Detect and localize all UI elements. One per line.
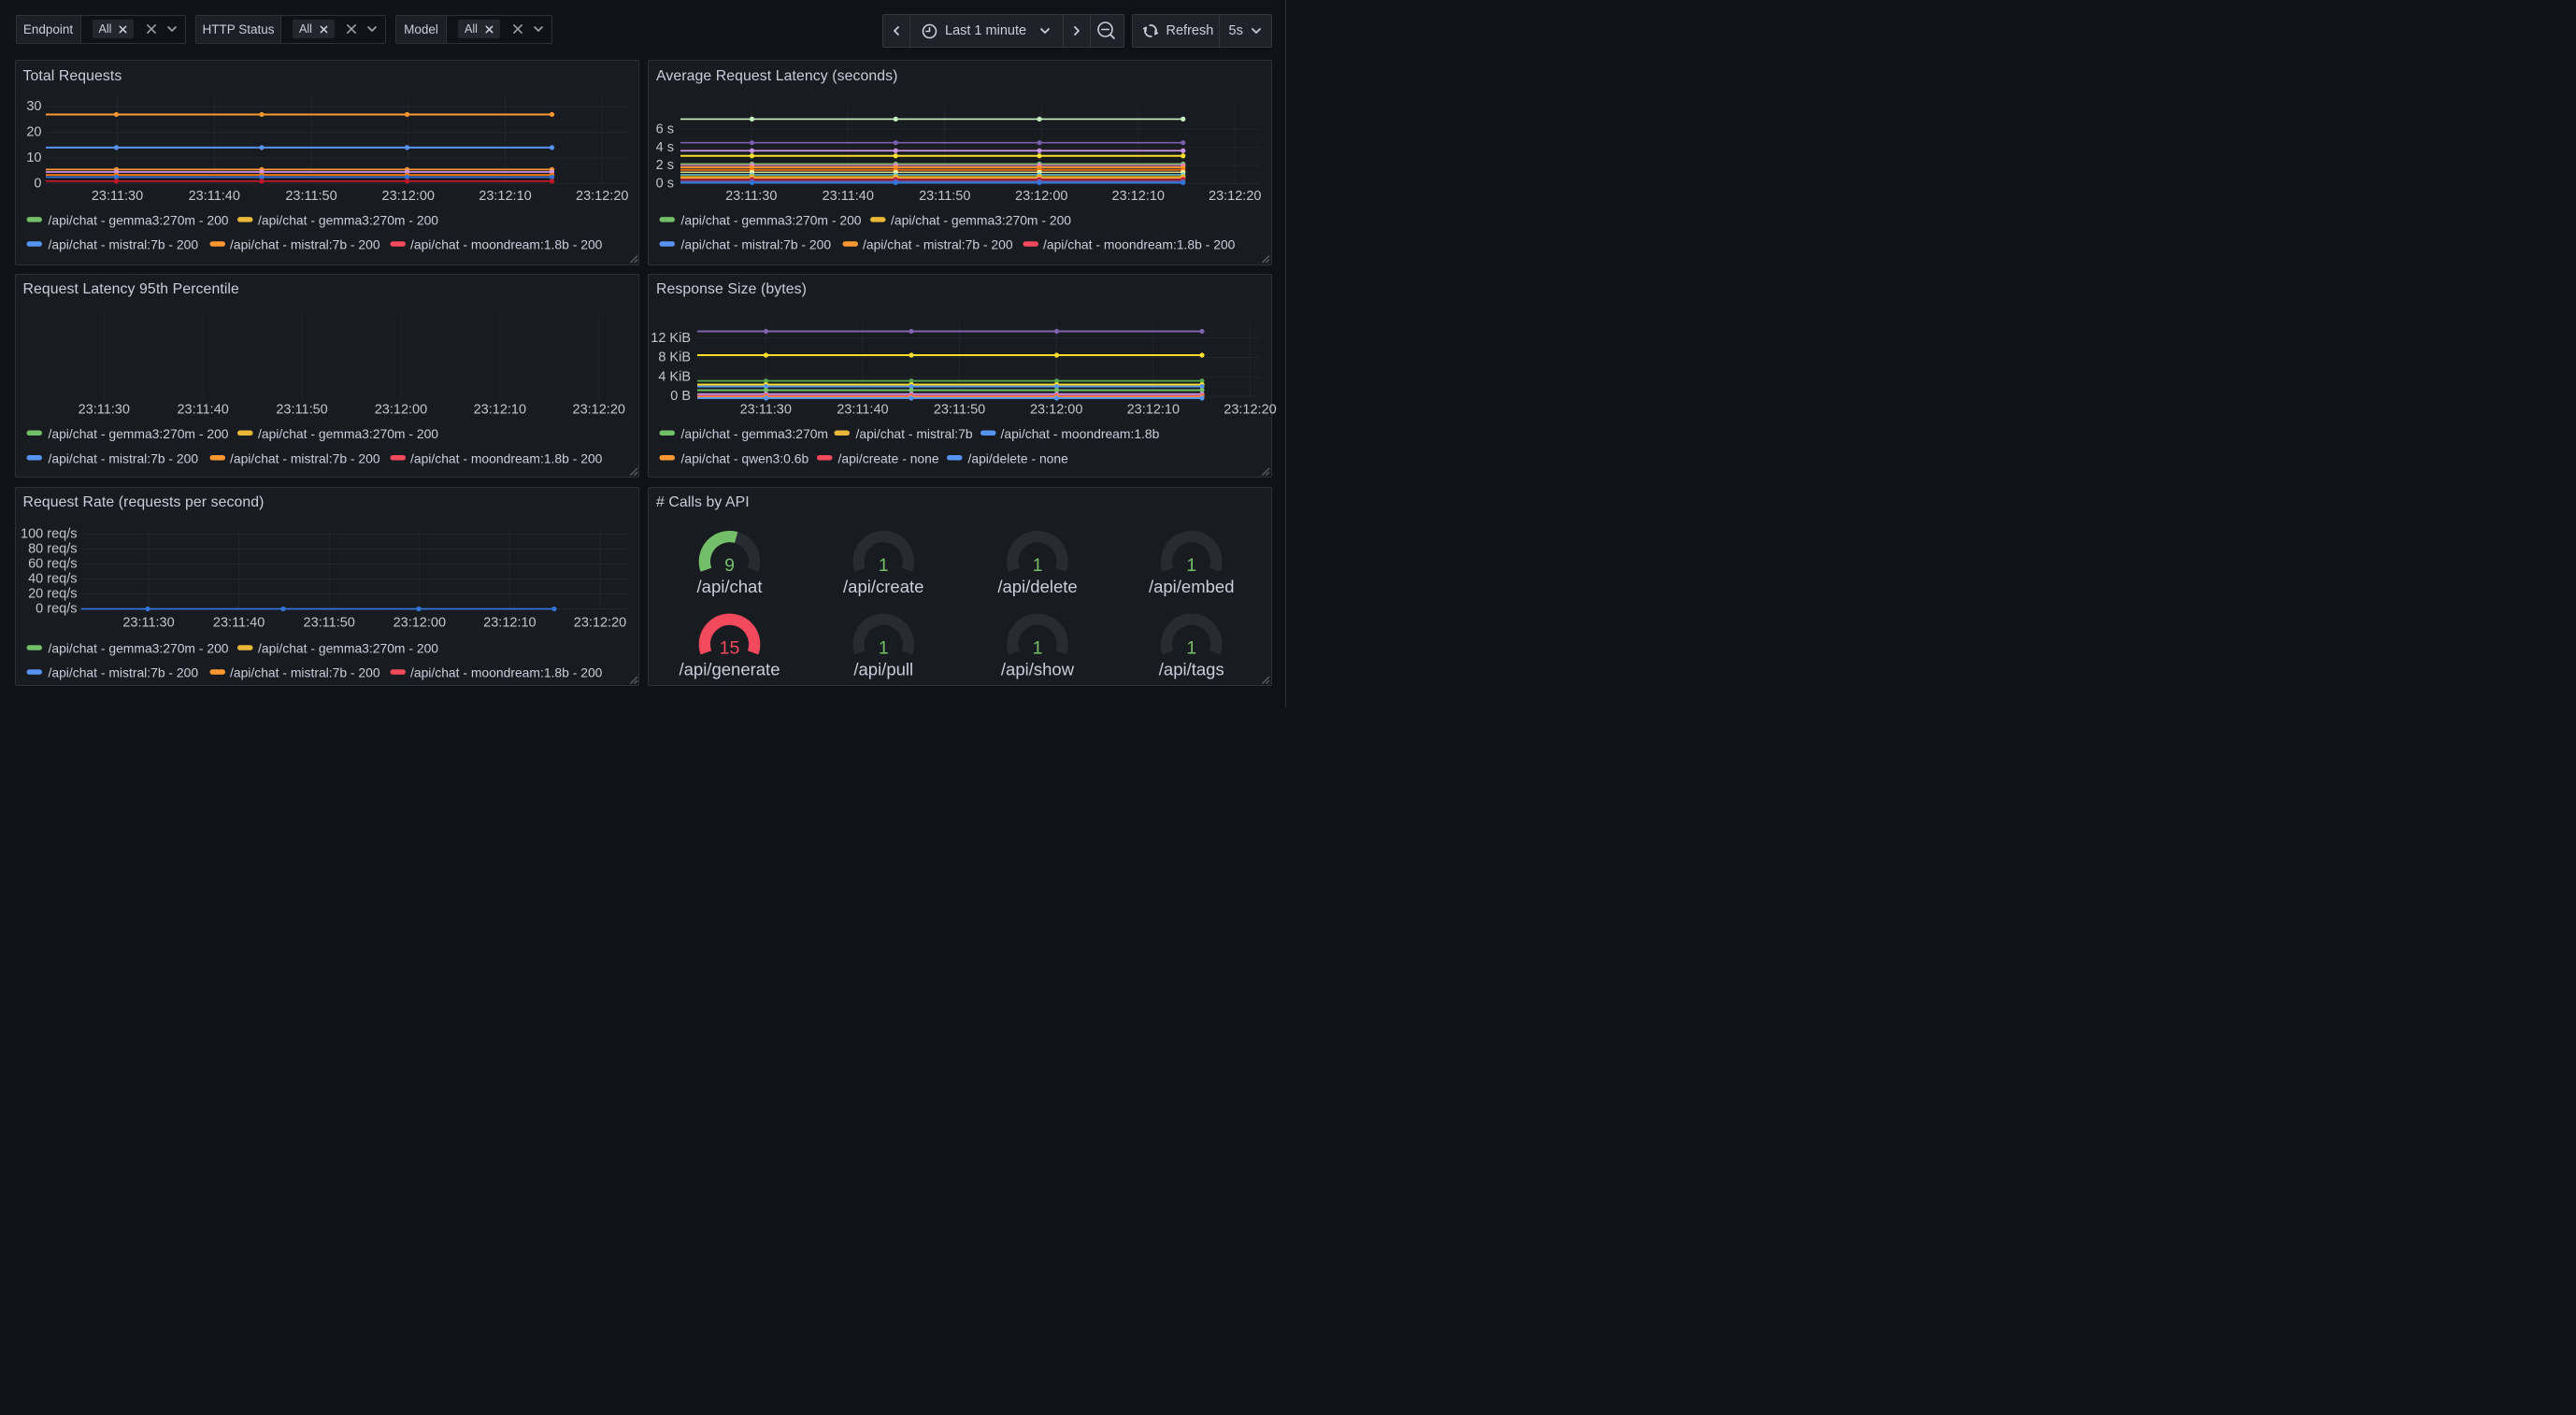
svg-text:23:11:50: 23:11:50 <box>303 615 354 630</box>
svg-text:/api/chat - moondream:1.8b - 2: /api/chat - moondream:1.8b - 200 <box>1043 237 1236 252</box>
svg-text:/api/chat - gemma3:270m: /api/chat - gemma3:270m <box>681 425 829 440</box>
svg-text:60 req/s: 60 req/s <box>28 556 77 571</box>
svg-text:100 req/s: 100 req/s <box>21 526 77 541</box>
svg-text:0 B: 0 B <box>670 389 691 404</box>
svg-text:/api/create - none: /api/create - none <box>838 450 939 465</box>
svg-text:23:11:30: 23:11:30 <box>122 615 174 630</box>
svg-text:/api/chat - moondream:1.8b - 2: /api/chat - moondream:1.8b - 200 <box>410 665 603 679</box>
svg-text:/api/chat - mistral:7b - 200: /api/chat - mistral:7b - 200 <box>230 450 380 465</box>
svg-text:23:12:10: 23:12:10 <box>483 615 536 630</box>
svg-text:23:12:00: 23:12:00 <box>1030 402 1082 417</box>
svg-text:23:11:40: 23:11:40 <box>177 402 228 417</box>
svg-text:23:12:00: 23:12:00 <box>381 189 434 204</box>
svg-text:1: 1 <box>1033 554 1043 575</box>
svg-text:9: 9 <box>724 554 735 575</box>
svg-text:23:11:30: 23:11:30 <box>91 189 142 204</box>
svg-text:10: 10 <box>26 150 41 165</box>
svg-text:/api/chat - qwen3:0.6b: /api/chat - qwen3:0.6b <box>681 450 809 465</box>
svg-text:/api/chat - mistral:7b: /api/chat - mistral:7b <box>856 425 973 440</box>
svg-text:23:11:40: 23:11:40 <box>837 402 888 417</box>
svg-text:/api/chat - gemma3:270m - 200: /api/chat - gemma3:270m - 200 <box>48 212 228 227</box>
svg-text:23:11:30: 23:11:30 <box>725 189 777 204</box>
svg-text:23:11:50: 23:11:50 <box>919 189 970 204</box>
svg-text:/api/chat - gemma3:270m - 200: /api/chat - gemma3:270m - 200 <box>258 640 438 655</box>
svg-text:0 req/s: 0 req/s <box>36 601 77 616</box>
svg-text:/api/chat - mistral:7b - 200: /api/chat - mistral:7b - 200 <box>48 237 198 252</box>
svg-text:23:12:00: 23:12:00 <box>393 615 445 630</box>
svg-text:23:11:30: 23:11:30 <box>740 402 792 417</box>
svg-text:23:11:40: 23:11:40 <box>212 615 264 630</box>
svg-text:1: 1 <box>1186 554 1196 575</box>
svg-text:23:12:10: 23:12:10 <box>473 402 525 417</box>
svg-text:23:12:20: 23:12:20 <box>1224 402 1276 417</box>
svg-text:/api/chat - mistral:7b - 200: /api/chat - mistral:7b - 200 <box>48 665 198 679</box>
svg-text:23:11:30: 23:11:30 <box>78 402 129 417</box>
svg-text:/api/pull: /api/pull <box>853 659 913 679</box>
svg-text:/api/chat - mistral:7b - 200: /api/chat - mistral:7b - 200 <box>681 237 832 252</box>
svg-text:/api/tags: /api/tags <box>1159 659 1224 679</box>
svg-text:/api/chat - mistral:7b - 200: /api/chat - mistral:7b - 200 <box>230 665 380 679</box>
svg-text:/api/delete - none: /api/delete - none <box>968 450 1069 465</box>
svg-text:/api/chat - moondream:1.8b: /api/chat - moondream:1.8b <box>1001 425 1160 440</box>
svg-text:/api/chat - gemma3:270m - 200: /api/chat - gemma3:270m - 200 <box>48 425 228 440</box>
svg-text:30: 30 <box>26 99 41 114</box>
svg-text:/api/chat - moondream:1.8b - 2: /api/chat - moondream:1.8b - 200 <box>410 237 603 252</box>
svg-text:/api/generate: /api/generate <box>679 659 780 679</box>
svg-text:23:11:40: 23:11:40 <box>188 189 239 204</box>
svg-text:23:12:00: 23:12:00 <box>374 402 426 417</box>
svg-text:/api/embed: /api/embed <box>1149 576 1235 595</box>
svg-text:/api/chat - gemma3:270m - 200: /api/chat - gemma3:270m - 200 <box>258 425 438 440</box>
svg-text:12 KiB: 12 KiB <box>651 330 691 345</box>
svg-text:/api/chat - gemma3:270m - 200: /api/chat - gemma3:270m - 200 <box>48 640 228 655</box>
svg-text:6 s: 6 s <box>656 121 674 136</box>
svg-text:1: 1 <box>1033 637 1043 658</box>
svg-text:23:12:00: 23:12:00 <box>1015 189 1067 204</box>
svg-text:/api/chat - mistral:7b - 200: /api/chat - mistral:7b - 200 <box>863 237 1013 252</box>
svg-text:23:12:10: 23:12:10 <box>479 189 531 204</box>
svg-text:/api/chat - moondream:1.8b - 2: /api/chat - moondream:1.8b - 200 <box>410 450 603 465</box>
svg-text:40 req/s: 40 req/s <box>28 571 77 586</box>
svg-text:2 s: 2 s <box>656 158 674 173</box>
svg-text:20: 20 <box>26 125 41 140</box>
svg-text:1: 1 <box>879 637 889 658</box>
svg-text:80 req/s: 80 req/s <box>28 541 77 556</box>
svg-text:/api/chat - gemma3:270m - 200: /api/chat - gemma3:270m - 200 <box>681 212 862 227</box>
svg-text:1: 1 <box>1186 637 1196 658</box>
svg-text:4 KiB: 4 KiB <box>658 369 691 384</box>
svg-text:23:12:20: 23:12:20 <box>576 189 628 204</box>
svg-text:/api/chat - gemma3:270m - 200: /api/chat - gemma3:270m - 200 <box>891 212 1071 227</box>
svg-text:/api/chat - mistral:7b - 200: /api/chat - mistral:7b - 200 <box>48 450 198 465</box>
svg-text:23:11:50: 23:11:50 <box>285 189 336 204</box>
svg-text:23:12:10: 23:12:10 <box>1127 402 1180 417</box>
svg-text:15: 15 <box>720 637 740 658</box>
svg-text:/api/chat: /api/chat <box>697 576 763 595</box>
svg-text:8 KiB: 8 KiB <box>658 350 691 364</box>
svg-text:/api/show: /api/show <box>1001 659 1075 679</box>
svg-text:/api/chat - gemma3:270m - 200: /api/chat - gemma3:270m - 200 <box>258 212 438 227</box>
svg-text:23:12:20: 23:12:20 <box>573 615 625 630</box>
svg-text:1: 1 <box>879 554 889 575</box>
svg-text:23:11:50: 23:11:50 <box>934 402 985 417</box>
svg-text:23:12:20: 23:12:20 <box>1209 189 1261 204</box>
svg-text:4 s: 4 s <box>656 140 674 155</box>
svg-text:0 s: 0 s <box>656 176 674 191</box>
svg-text:23:11:50: 23:11:50 <box>276 402 327 417</box>
svg-text:0: 0 <box>34 176 41 191</box>
svg-text:23:12:10: 23:12:10 <box>1112 189 1165 204</box>
svg-text:23:11:40: 23:11:40 <box>823 189 874 204</box>
svg-text:/api/delete: /api/delete <box>997 576 1077 595</box>
svg-text:/api/chat - mistral:7b - 200: /api/chat - mistral:7b - 200 <box>230 237 380 252</box>
svg-text:23:12:20: 23:12:20 <box>572 402 624 417</box>
svg-text:/api/create: /api/create <box>843 576 923 595</box>
svg-text:20 req/s: 20 req/s <box>28 586 77 601</box>
